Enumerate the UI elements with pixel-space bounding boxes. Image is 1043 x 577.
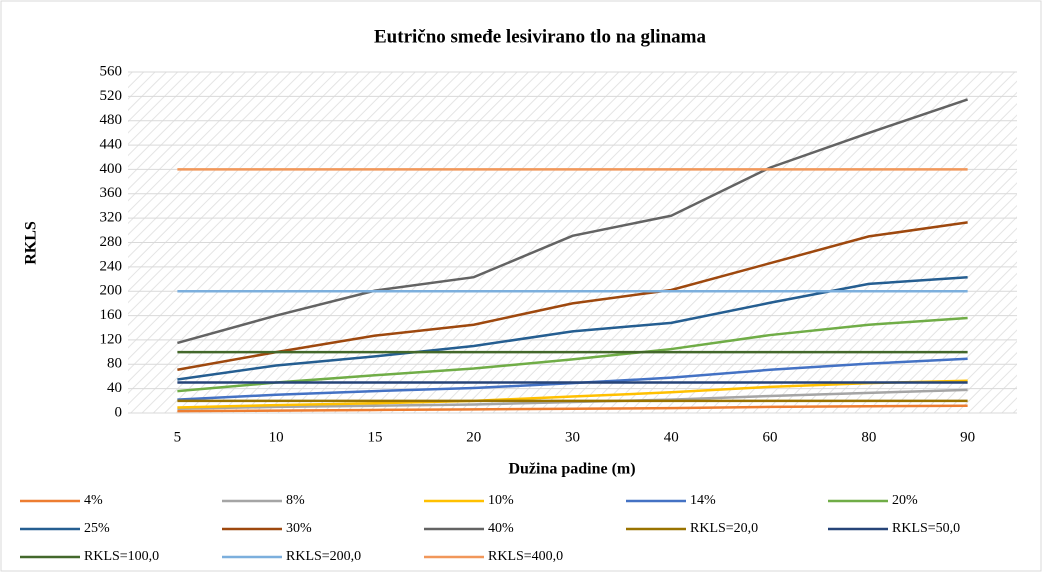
chart-title: Eutrično smeđe lesivirano tlo na glinama [374, 26, 706, 47]
x-tick-label: 90 [960, 429, 975, 445]
y-axis-label: RKLS [23, 221, 40, 265]
legend-label: RKLS=20,0 [690, 521, 758, 536]
y-tick-label: 0 [115, 404, 123, 420]
y-tick-label: 40 [107, 380, 122, 396]
y-tick-label: 160 [100, 307, 123, 323]
series-line [177, 316, 968, 393]
series-line [177, 98, 969, 345]
legend-label: 25% [84, 521, 110, 536]
legend-label: 40% [488, 521, 514, 536]
series-line [177, 221, 968, 371]
x-tick-label: 5 [174, 429, 182, 445]
y-tick-label: 120 [100, 331, 123, 347]
legend-label: RKLS=50,0 [892, 521, 960, 536]
series-line [177, 379, 968, 409]
x-axis-label: Dužina padine (m) [508, 461, 635, 478]
x-tick-label: 30 [565, 429, 580, 445]
y-tick-label: 240 [100, 258, 123, 274]
y-tick-label: 280 [100, 234, 123, 250]
x-tick-label: 80 [861, 429, 876, 445]
y-tick-label: 520 [100, 88, 123, 104]
y-tick-label: 200 [100, 283, 123, 299]
x-tick-label: 15 [367, 429, 382, 445]
legend-label: 10% [488, 493, 514, 508]
y-tick-label: 360 [100, 185, 123, 201]
y-tick-label: 480 [100, 112, 123, 128]
legend-label: 20% [892, 493, 918, 508]
x-tick-label: 20 [466, 429, 481, 445]
y-tick-label: 560 [100, 63, 123, 79]
y-tick-label: 400 [100, 161, 123, 177]
series-line [177, 404, 968, 413]
legend-label: RKLS=400,0 [488, 549, 563, 564]
legend-label: 14% [690, 493, 716, 508]
legend-label: 4% [84, 493, 103, 508]
x-tick-label: 40 [664, 429, 679, 445]
legend-label: 8% [286, 493, 305, 508]
x-tick-label: 10 [269, 429, 284, 445]
y-tick-label: 440 [100, 137, 123, 153]
x-tick-label: 60 [763, 429, 778, 445]
legend-label: RKLS=100,0 [84, 549, 159, 564]
legend-label: RKLS=200,0 [286, 549, 361, 564]
y-tick-label: 80 [107, 356, 122, 372]
y-tick-label: 320 [100, 210, 123, 226]
legend-label: 30% [286, 521, 312, 536]
